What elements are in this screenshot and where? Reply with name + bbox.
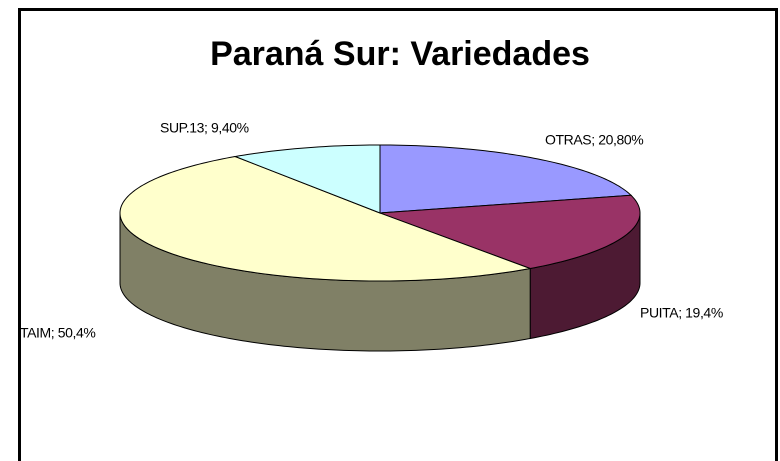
chart-title: Paraná Sur: Variedades [210,35,590,73]
pie [119,144,641,352]
data-label: SUP.13; 9,40% [160,120,249,136]
chart-frame [18,8,778,461]
data-label: TAIM; 50,4% [20,325,95,341]
slice [379,144,633,214]
slice [379,194,641,270]
slice [233,144,381,214]
data-label: PUITA; 19,4% [640,305,723,321]
data-label: OTRAS; 20,80% [545,132,643,148]
slice [119,156,533,282]
